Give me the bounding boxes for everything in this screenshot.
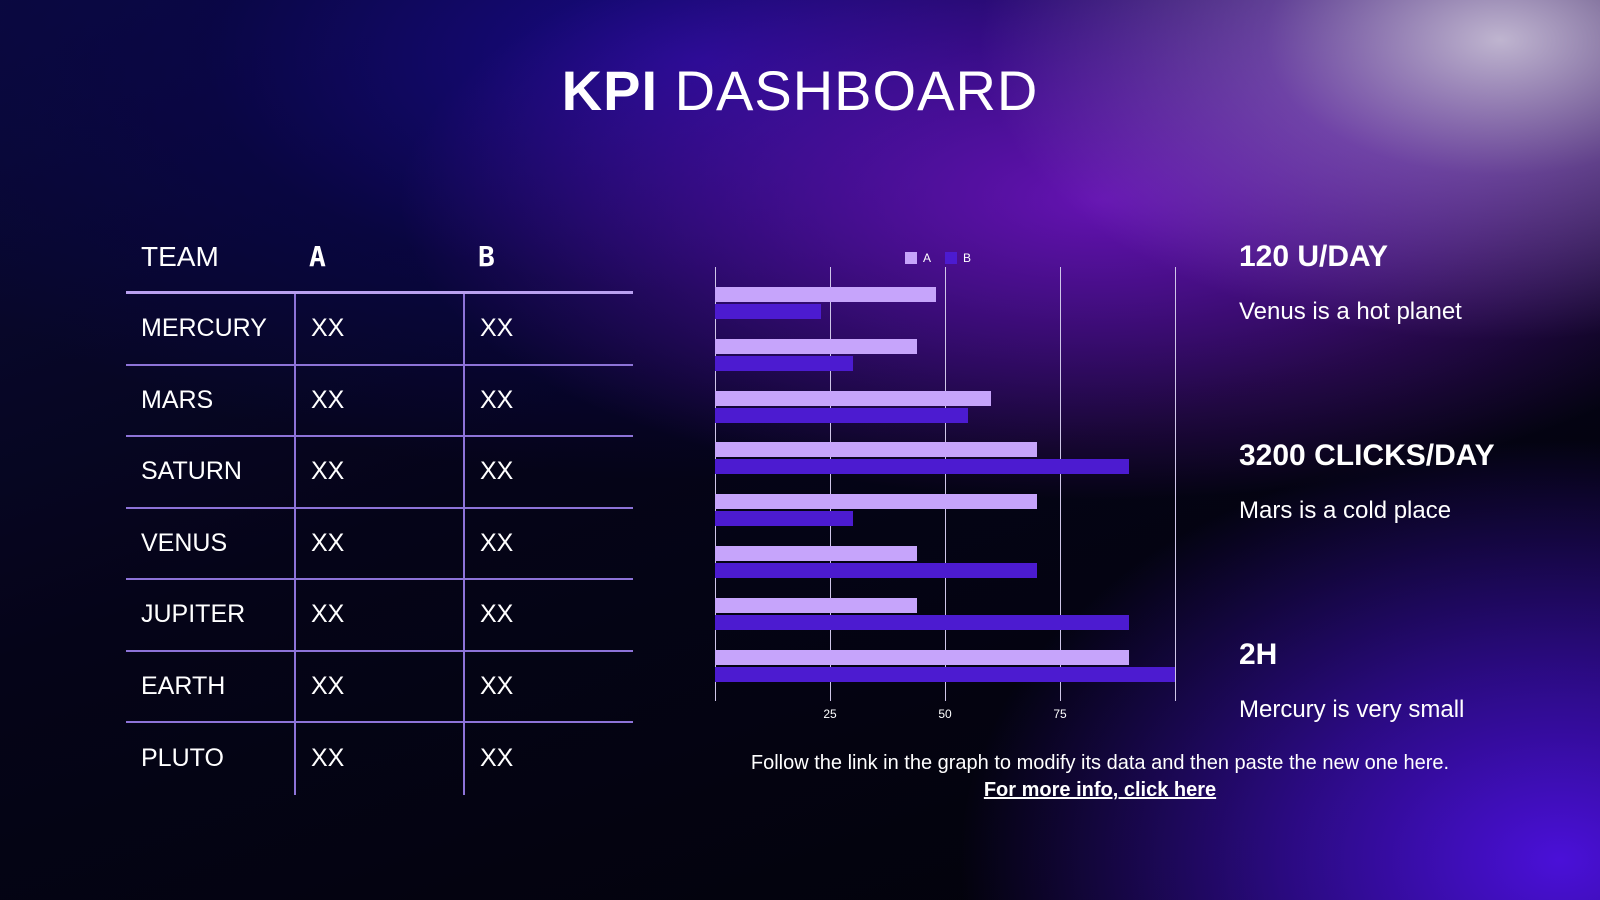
header-team: TEAM [141, 240, 219, 272]
table-row: VENUS XX XX [126, 508, 633, 580]
bar-a [715, 546, 918, 561]
header-a: A [309, 240, 326, 273]
kpi-2: 3200 CLICKS/DAY Mars is a cold place [1239, 439, 1495, 524]
team-cell: EARTH [141, 671, 226, 700]
gridline [1060, 267, 1061, 701]
table-row: JUPITER XX XX [126, 580, 633, 652]
gridline [945, 267, 946, 701]
table-header: TEAM A B [126, 222, 633, 294]
a-cell: XX [294, 437, 463, 507]
a-cell: XX [294, 723, 463, 795]
b-cell: XX [463, 580, 633, 650]
bar-a [715, 390, 991, 406]
bar-a [715, 338, 918, 354]
a-cell: XX [294, 365, 463, 435]
legend-a: A [905, 251, 931, 265]
team-table: TEAM A B MERCURY XX XX MARS XX XX SATURN XX XX VE… [126, 222, 633, 795]
team-cell: MARS [141, 385, 214, 414]
bar-a [715, 494, 1037, 510]
footnote: Follow the link in the graph to modify i… [750, 752, 1450, 801]
bar-chart: 25 50 75 [715, 267, 1176, 721]
bar-b [715, 407, 968, 423]
b-cell: XX [463, 508, 633, 578]
a-cell: XX [294, 508, 463, 578]
team-cell: SATURN [141, 457, 242, 486]
bar-b [715, 511, 853, 527]
team-cell: JUPITER [141, 600, 246, 629]
gridline [1175, 267, 1176, 701]
gridline [715, 267, 716, 701]
bar-a [715, 597, 918, 613]
team-cell: PLUTO [141, 744, 224, 773]
bar-a [715, 442, 1037, 458]
kpi-1: 120 U/DAY Venus is a hot planet [1239, 240, 1462, 325]
table-row: EARTH XX XX [126, 651, 633, 723]
table-row: MARS XX XX [126, 365, 633, 437]
bar-a [715, 649, 1129, 665]
x-tick-label: 25 [823, 707, 837, 721]
a-cell: XX [294, 651, 463, 721]
bar-b [715, 666, 1175, 682]
table-row: SATURN XX XX [126, 437, 633, 509]
b-cell: XX [463, 651, 633, 721]
bar-b [715, 355, 853, 371]
b-cell: XX [463, 365, 633, 435]
legend-b: B [945, 251, 971, 265]
table-row: MERCURY XX XX [126, 294, 633, 366]
b-cell: XX [463, 294, 633, 364]
table-row: PLUTO XX XX [126, 723, 633, 795]
x-tick-label: 50 [938, 707, 952, 721]
bar-b [715, 614, 1129, 630]
x-tick-label: 75 [1053, 707, 1067, 721]
team-cell: VENUS [141, 528, 228, 557]
header-b: B [478, 240, 495, 273]
kpi-3: 2H Mercury is very small [1239, 638, 1465, 723]
bar-b [715, 304, 821, 319]
bar-b [715, 459, 1129, 475]
b-cell: XX [463, 723, 633, 795]
a-cell: XX [294, 294, 463, 364]
page-title: KPI DASHBOARD [561, 59, 1039, 122]
gridline [830, 267, 831, 701]
a-cell: XX [294, 580, 463, 650]
more-info-link[interactable]: For more info, click here [983, 779, 1217, 801]
bar-a [715, 287, 936, 302]
bar-b [715, 563, 1037, 578]
b-cell: XX [463, 437, 633, 507]
chart-legend: A B [905, 251, 971, 265]
team-cell: MERCURY [141, 314, 267, 343]
